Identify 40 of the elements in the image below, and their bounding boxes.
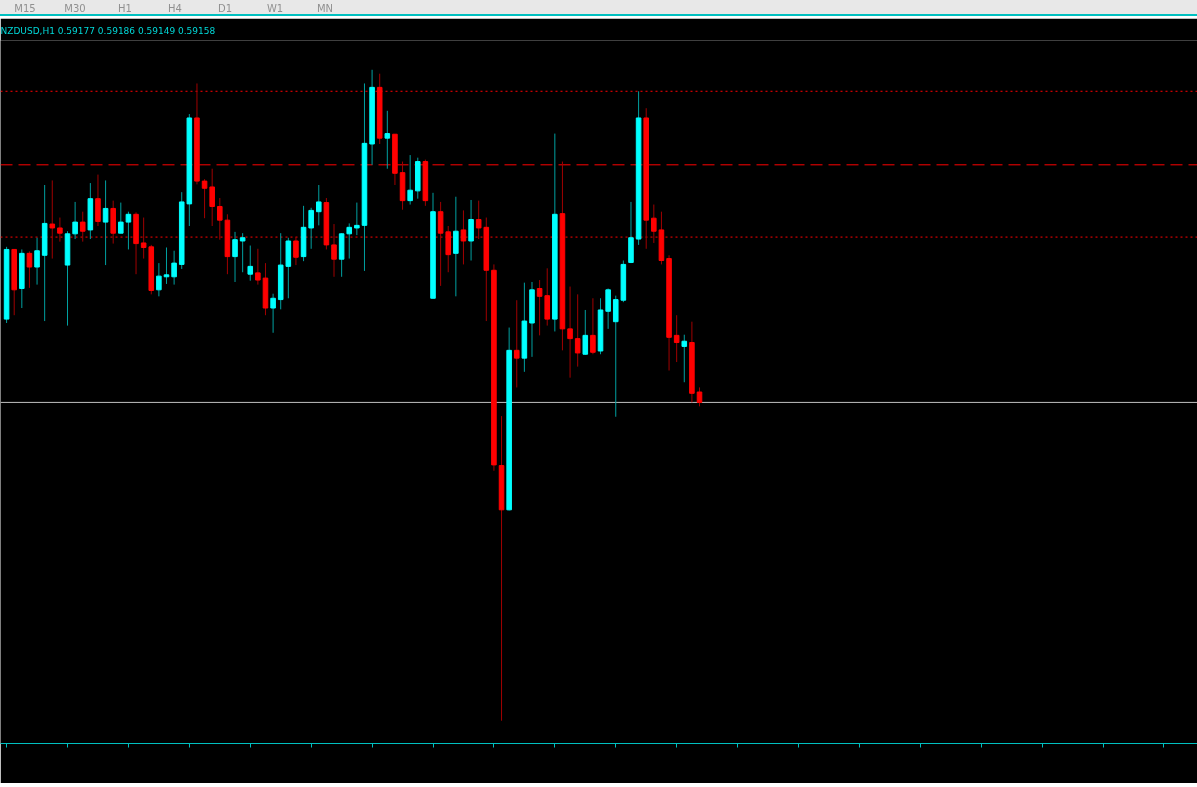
candlestick: [605, 288, 611, 330]
candlestick: [239, 232, 246, 273]
text: MN: [315, 2, 335, 16]
candlestick: [316, 184, 322, 226]
candlestick: [453, 196, 459, 297]
text: M30: [63, 2, 87, 16]
candlestick: [156, 262, 162, 297]
candlestick: [247, 245, 254, 282]
candlestick: [574, 293, 581, 368]
candlestick: [513, 299, 520, 388]
candlestick: [681, 334, 688, 383]
candlestick: [407, 154, 413, 206]
candlestick: [26, 250, 33, 289]
candlestick: [582, 309, 589, 356]
candlestick: [590, 297, 596, 355]
candlestick: [384, 110, 391, 170]
candlestick: [270, 293, 276, 334]
text: H4: [167, 2, 183, 16]
candlestick: [696, 386, 703, 407]
candlestick: [308, 207, 314, 250]
candlestick: [232, 231, 238, 283]
candlestick: [72, 201, 78, 240]
chart-title: NZDUSD,H1 0.59177 0.59186 0.59149 0.59158: [0, 25, 216, 36]
candlestick: [171, 250, 177, 286]
candlestick: [468, 199, 474, 262]
candlestick: [255, 248, 261, 286]
candlestick: [118, 202, 124, 234]
candlestick: [95, 174, 101, 227]
candlestick: [346, 222, 353, 260]
candlestick: [567, 286, 573, 379]
candlestick: [34, 237, 40, 286]
text: H1: [117, 2, 133, 16]
candlestick: [354, 202, 360, 236]
text: W1: [265, 2, 285, 16]
candlestick: [125, 211, 132, 250]
text: D1: [216, 2, 234, 16]
candlestick: [163, 246, 170, 285]
text: M15: [13, 2, 37, 16]
candlestick: [102, 179, 109, 266]
candlestick: [673, 314, 680, 363]
